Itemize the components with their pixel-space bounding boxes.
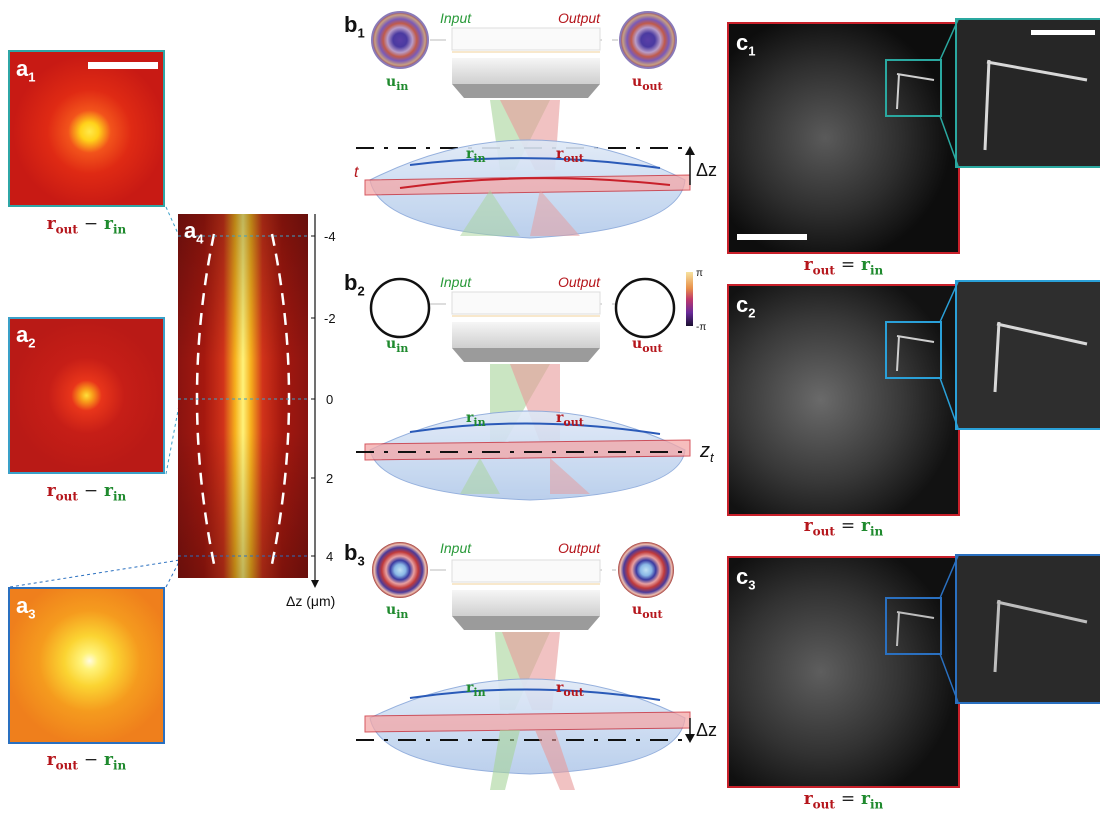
label-b1: b1 bbox=[344, 12, 365, 41]
shift-label-b3: Δz bbox=[696, 720, 718, 740]
panel-a2 bbox=[8, 317, 165, 474]
caption-a2: rout − rin bbox=[46, 481, 127, 504]
psf-image-a2 bbox=[10, 319, 163, 472]
zoom-connector-c1 bbox=[939, 19, 959, 167]
u-in-b1: uin bbox=[386, 74, 409, 93]
r-out-b2: rout bbox=[556, 410, 584, 429]
tick-label: -4 bbox=[324, 229, 336, 244]
connector-lines bbox=[9, 206, 181, 588]
u-out-b3: uout bbox=[632, 602, 663, 621]
diagram-b3 bbox=[356, 542, 695, 790]
panel-a3 bbox=[8, 587, 165, 744]
panel-c2 bbox=[727, 284, 960, 516]
colorbar-max: π bbox=[696, 268, 703, 279]
r-in-b3: rin bbox=[466, 680, 486, 699]
tick-label: 4 bbox=[326, 549, 333, 564]
output-label-b2: Output bbox=[558, 274, 601, 290]
r-out-b3: rout bbox=[556, 680, 584, 699]
caption-c3: rout = rin bbox=[803, 789, 884, 812]
input-label-b1: Input bbox=[440, 10, 472, 26]
label-a1: a1 bbox=[16, 56, 36, 85]
output-label-b1: Output bbox=[558, 10, 601, 26]
t-label-b1: t bbox=[354, 164, 359, 181]
tissue-image-c1 bbox=[729, 24, 958, 252]
u-out-b2: uout bbox=[632, 336, 663, 355]
label-c1: c1 bbox=[736, 30, 756, 59]
psf-image-a1 bbox=[10, 52, 163, 205]
caption-c1: rout = rin bbox=[803, 255, 884, 278]
u-in-b3: uin bbox=[386, 602, 409, 621]
zoom-connector-c2 bbox=[939, 281, 959, 429]
caption-a3: rout − rin bbox=[46, 750, 127, 773]
shift-label-b1: Δz bbox=[696, 160, 718, 180]
label-b2: b2 bbox=[344, 270, 365, 299]
panel-a4: -4 -2 0 2 4 Δz (μm) bbox=[178, 214, 336, 609]
colorbar-min: -π bbox=[696, 322, 707, 333]
tick-label: 2 bbox=[326, 471, 333, 486]
zoom-c1 bbox=[955, 18, 1100, 168]
tissue-image-c2 bbox=[729, 286, 958, 514]
label-a2: a2 bbox=[16, 322, 36, 351]
label-c2: c2 bbox=[736, 292, 756, 321]
zoom-c2 bbox=[955, 280, 1100, 430]
z-label-b2: zt bbox=[700, 440, 714, 465]
tick-label: -2 bbox=[324, 311, 336, 326]
input-label-b2: Input bbox=[440, 274, 472, 290]
panel-c1 bbox=[727, 22, 960, 254]
output-label-b3: Output bbox=[558, 540, 601, 556]
diagram-b2 bbox=[356, 272, 693, 501]
axis-label: Δz (μm) bbox=[286, 593, 335, 609]
zoom-c3 bbox=[955, 554, 1100, 704]
label-b3: b3 bbox=[344, 540, 365, 569]
caption-c2: rout = rin bbox=[803, 516, 884, 539]
r-in-b2: rin bbox=[466, 410, 486, 429]
diagram-b1 bbox=[356, 11, 695, 239]
u-out-b1: uout bbox=[632, 74, 663, 93]
panel-a1 bbox=[8, 50, 165, 207]
psf-image-a3 bbox=[10, 589, 163, 742]
scale-bar-c1 bbox=[737, 234, 807, 240]
r-out-b1: rout bbox=[556, 146, 584, 165]
scale-bar-zoom-c1 bbox=[1031, 30, 1095, 35]
tick-label: 0 bbox=[326, 392, 333, 407]
r-in-b1: rin bbox=[466, 146, 486, 165]
label-a3: a3 bbox=[16, 593, 36, 622]
zoom-connector-c3 bbox=[939, 555, 959, 703]
scale-bar-a1 bbox=[88, 62, 158, 69]
panel-c3 bbox=[727, 556, 960, 788]
input-label-b3: Input bbox=[440, 540, 472, 556]
label-a4: a4 bbox=[184, 218, 204, 247]
label-c3: c3 bbox=[736, 564, 756, 593]
tissue-image-c3 bbox=[729, 558, 958, 786]
caption-a1: rout − rin bbox=[46, 214, 127, 237]
u-in-b2: uin bbox=[386, 336, 409, 355]
